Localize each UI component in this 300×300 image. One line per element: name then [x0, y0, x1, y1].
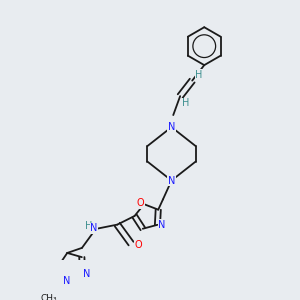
Text: CH₃: CH₃: [41, 294, 58, 300]
Text: O: O: [137, 198, 144, 208]
Text: N: N: [83, 269, 90, 279]
Text: N: N: [168, 176, 175, 185]
Text: N: N: [90, 223, 98, 233]
Text: H: H: [195, 70, 203, 80]
Text: O: O: [134, 240, 142, 250]
Text: H: H: [182, 98, 189, 108]
Text: N: N: [158, 220, 165, 230]
Text: N: N: [168, 122, 175, 132]
Text: N: N: [63, 276, 70, 286]
Text: H: H: [85, 221, 93, 231]
